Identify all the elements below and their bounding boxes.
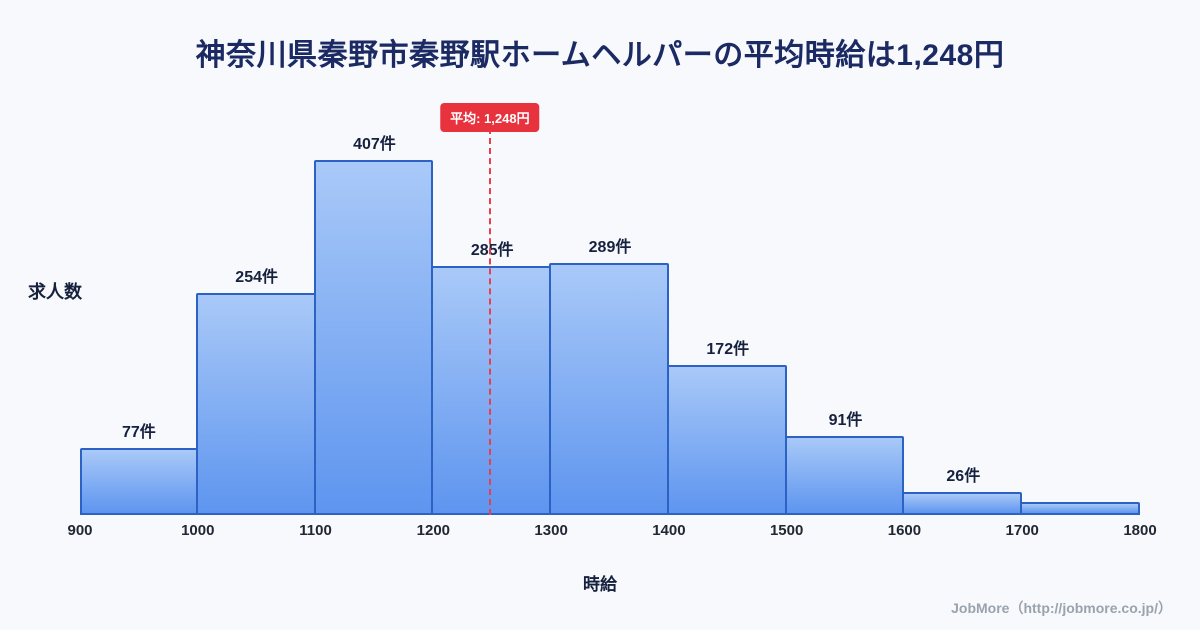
x-tick-label: 1800 <box>1123 522 1157 539</box>
x-axis-title: 時給 <box>583 575 617 594</box>
bar-value-label: 407件 <box>353 136 396 153</box>
bar-value-label: 26件 <box>946 468 981 485</box>
page-title: 神奈川県秦野市秦野駅ホームヘルパーの平均時給は1,248円 <box>195 39 1005 72</box>
histogram-bar <box>784 436 905 515</box>
average-badge: 平均: 1,248円 <box>440 103 540 132</box>
x-tick-label: 1400 <box>652 522 686 539</box>
x-tick-label: 1200 <box>416 522 451 539</box>
bar-value-label: 285件 <box>470 242 514 259</box>
bars-layer: 77件 254件 407件 285件 289件 172件 91件 26件 <box>80 136 1140 515</box>
bar-value-label: 91件 <box>828 412 863 429</box>
x-tick-label: 1600 <box>887 522 922 539</box>
x-tick-label: 1700 <box>1005 522 1039 539</box>
footer-credit: JobMore（http://jobmore.co.jp/） <box>951 600 1172 616</box>
histogram-bar <box>195 293 316 515</box>
x-tick-label: 900 <box>67 522 93 539</box>
bar-value-label: 172件 <box>706 341 750 358</box>
x-tick-label: 1100 <box>299 522 332 539</box>
bar-value-label: 289件 <box>588 239 632 256</box>
x-tick-label: 1300 <box>534 522 568 539</box>
histogram-bar <box>549 263 669 515</box>
x-tick-label: 1000 <box>181 522 215 539</box>
average-line <box>488 128 491 515</box>
histogram-bar <box>666 365 787 515</box>
bar-value-label: 254件 <box>235 269 278 286</box>
y-axis-title: 求人数 <box>28 282 82 302</box>
histogram-bar <box>1020 502 1140 515</box>
histogram-plot: 77件 254件 407件 285件 289件 172件 91件 26件 平均: 1,248円 <box>80 103 1140 515</box>
x-tick-label: 1500 <box>769 522 804 539</box>
bar-value-label: 77件 <box>121 424 156 441</box>
histogram-bar <box>80 448 198 515</box>
